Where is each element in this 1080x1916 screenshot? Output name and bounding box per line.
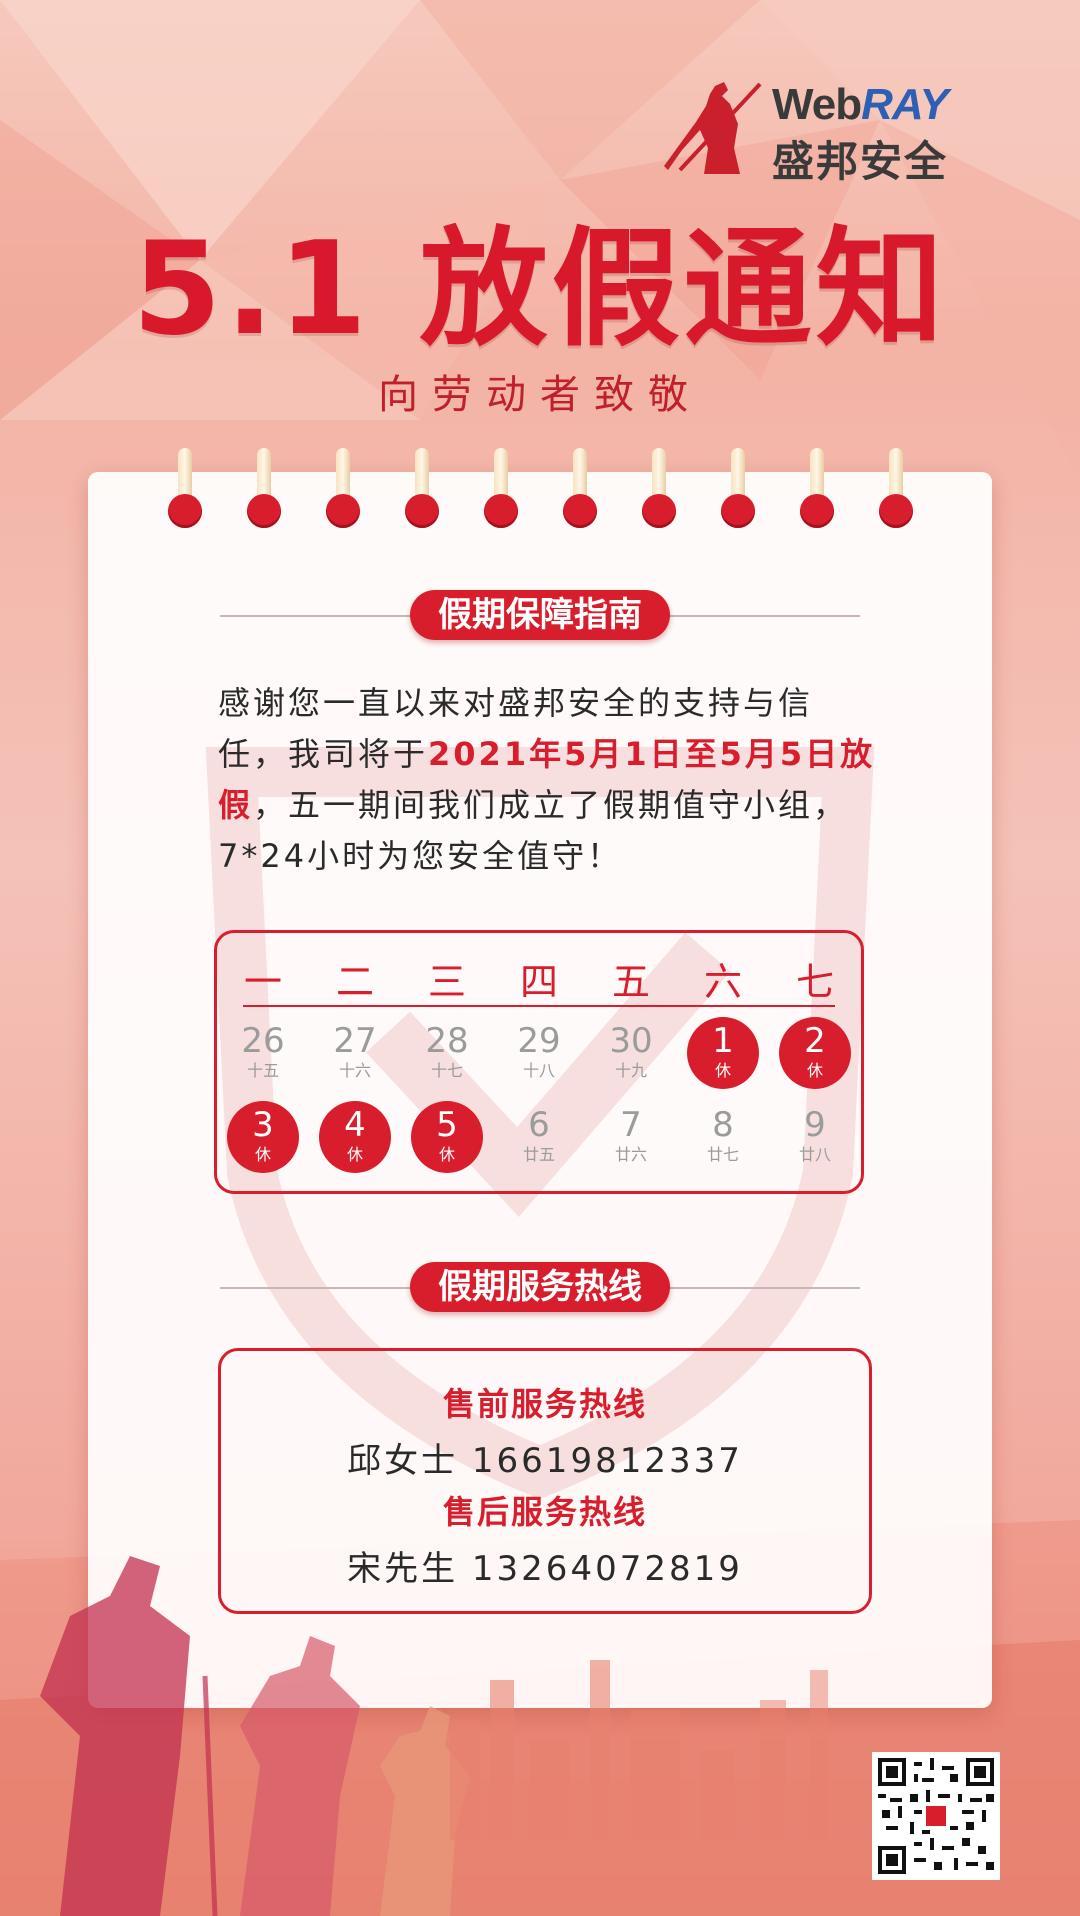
calendar-divider — [243, 1005, 835, 1007]
logo-chinese-name: 盛邦安全 — [772, 137, 949, 186]
page-subtitle: 向劳动者致敬 — [378, 372, 702, 418]
binder-ring — [326, 448, 360, 536]
aftersale-hotline-contact: 宋先生 13264072819 — [347, 1549, 743, 1589]
calendar-day-note: 休 — [346, 1145, 363, 1164]
calendar-day: 28 十七 — [411, 1017, 483, 1089]
presale-hotline-title: 售前服务热线 — [442, 1385, 647, 1423]
calendar-day-note: 休 — [254, 1145, 271, 1164]
binder-ring — [247, 448, 281, 536]
calendar-day-note: 十七 — [430, 1061, 463, 1080]
section-guide-header: 假期保障指南 — [220, 590, 860, 640]
calendar-day-number: 26 — [241, 1021, 285, 1061]
weekday-label: 一 — [243, 960, 282, 1004]
city-skyline-illustration — [450, 1660, 828, 1840]
calendar-day-number: 1 — [712, 1021, 734, 1061]
weekday-label: 七 — [795, 960, 834, 1004]
aftersale-hotline-title: 售后服务热线 — [442, 1493, 647, 1531]
calendar-day-number: 4 — [344, 1105, 366, 1145]
calendar-day-number: 8 — [712, 1105, 734, 1145]
holiday-word: 放假 — [218, 735, 876, 824]
calendar-day-number: 3 — [252, 1105, 274, 1145]
calendar-day: 26 十五 — [227, 1017, 299, 1089]
calendar-day-note: 十六 — [338, 1061, 371, 1080]
logo-web: Web — [772, 80, 862, 129]
calendar-day: 30 十九 — [595, 1017, 667, 1089]
notice-text-part: 感谢您一直以来对盛邦安全的支持与信任，我司将于 — [218, 684, 814, 773]
binder-ring — [563, 448, 597, 536]
logo-wordmark: WebRAY — [772, 80, 949, 130]
calendar-day-number: 28 — [425, 1021, 469, 1061]
logo-ray: RAY — [861, 80, 949, 129]
warrior-logo-icon — [664, 82, 762, 174]
calendar-day: 27 十六 — [319, 1017, 391, 1089]
weekday-label: 五 — [611, 960, 650, 1004]
notice-card — [88, 472, 992, 1708]
hotline-box: 售前服务热线 邱女士 16619812337 售后服务热线 宋先生 132640… — [218, 1348, 872, 1614]
calendar-day-number: 29 — [517, 1021, 561, 1061]
calendar-day-number: 7 — [620, 1105, 642, 1145]
holiday-calendar: 一 二 三 四 五 六 七 26 十五 27 十六 28 十七 29 十八 30 十九 1 休 2 休 3 休… — [214, 930, 864, 1194]
calendar-day: 7 廿六 — [595, 1101, 667, 1173]
shield-watermark-icon — [205, 747, 875, 1499]
binder-ring — [879, 448, 913, 536]
calendar-day-number: 30 — [609, 1021, 653, 1061]
section-hotline-header: 假期服务热线 — [220, 1262, 860, 1312]
qr-code — [872, 1752, 1000, 1880]
page-title: 5.1 放假通知 — [132, 215, 948, 364]
calendar-day-note: 休 — [714, 1061, 731, 1080]
calendar-day-note: 十九 — [614, 1061, 647, 1080]
weekday-label: 三 — [427, 960, 466, 1004]
binder-ring — [168, 448, 202, 536]
binder-ring — [721, 448, 755, 536]
calendar-day-note: 廿六 — [614, 1145, 647, 1164]
calendar-day-number: 6 — [528, 1105, 550, 1145]
weekday-label: 六 — [703, 960, 742, 1004]
calendar-day: 6 廿五 — [503, 1101, 575, 1173]
calendar-day-number: 27 — [333, 1021, 377, 1061]
notice-text: 感谢您一直以来对盛邦安全的支持与信任，我司将于2021年5月1日至5月5日放假，… — [218, 678, 878, 882]
calendar-day-note: 廿八 — [798, 1145, 831, 1164]
calendar-day-note: 廿五 — [522, 1145, 555, 1164]
workers-silhouette-illustration — [40, 1556, 470, 1916]
calendar-day-number: 5 — [436, 1105, 458, 1145]
qr-code-icon — [878, 1758, 994, 1874]
calendar-day-number: 2 — [804, 1021, 826, 1061]
binder-ring — [642, 448, 676, 536]
calendar-day: 8 廿七 — [687, 1101, 759, 1173]
binder-ring — [484, 448, 518, 536]
calendar-day-note: 休 — [806, 1061, 823, 1080]
presale-hotline-contact: 邱女士 16619812337 — [347, 1441, 743, 1481]
holiday-dates: 2021年5月1日至5月5日 — [428, 735, 841, 773]
weekday-label: 四 — [519, 960, 558, 1004]
calendar-day-note: 廿七 — [706, 1145, 739, 1164]
calendar-day-number: 9 — [804, 1105, 826, 1145]
notice-text-part: ，五一期间我们成立了假期值守小组，7*24小时为您安全值守！ — [218, 786, 849, 875]
calendar-day-note: 十八 — [522, 1061, 555, 1080]
calendar-day: 29 十八 — [503, 1017, 575, 1089]
calendar-day: 9 廿八 — [779, 1101, 851, 1173]
binder-ring — [800, 448, 834, 536]
weekday-label: 二 — [335, 960, 374, 1004]
section-guide-title: 假期保障指南 — [410, 590, 670, 640]
binder-ring — [405, 448, 439, 536]
section-hotline-title: 假期服务热线 — [410, 1262, 670, 1312]
webray-logo: WebRAY 盛邦安全 — [660, 78, 1000, 186]
calendar-day-note: 休 — [438, 1145, 455, 1164]
calendar-day-note: 十五 — [246, 1061, 279, 1080]
